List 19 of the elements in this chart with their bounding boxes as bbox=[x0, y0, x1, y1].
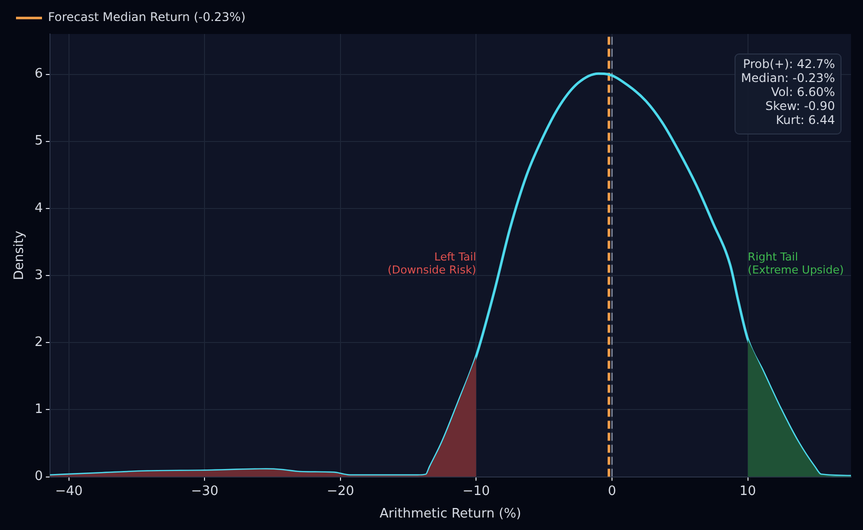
legend-label: Forecast Median Return (-0.23%) bbox=[48, 10, 246, 24]
y-tick-label: 6 bbox=[34, 66, 43, 82]
y-tick-label: 0 bbox=[34, 469, 43, 484]
annotation: Right Tail (Extreme Upside) bbox=[748, 250, 844, 276]
y-tick-label: 4 bbox=[34, 200, 43, 216]
x-tick-label: −40 bbox=[55, 484, 83, 499]
y-tick-label: 5 bbox=[34, 134, 43, 149]
y-axis-title: Density bbox=[12, 230, 28, 280]
x-tick-label: −30 bbox=[190, 484, 218, 499]
annotation: Prob(+): 42.7% Median: -0.23% Vol: 6.60% Skew: -0.90 Kurt: 6.44 bbox=[741, 57, 835, 128]
y-tick-label: 2 bbox=[34, 334, 43, 350]
y-tick-label: 1 bbox=[34, 402, 43, 418]
x-tick-label: −20 bbox=[326, 484, 354, 499]
x-tick-label: 0 bbox=[608, 484, 616, 499]
x-tick-label: −10 bbox=[462, 484, 490, 499]
x-tick-label: 10 bbox=[740, 484, 756, 499]
y-tick-label: 3 bbox=[34, 268, 43, 283]
x-axis-title: Arithmetic Return (%) bbox=[380, 506, 522, 522]
annotation: Left Tail (Downside Risk) bbox=[388, 250, 476, 276]
